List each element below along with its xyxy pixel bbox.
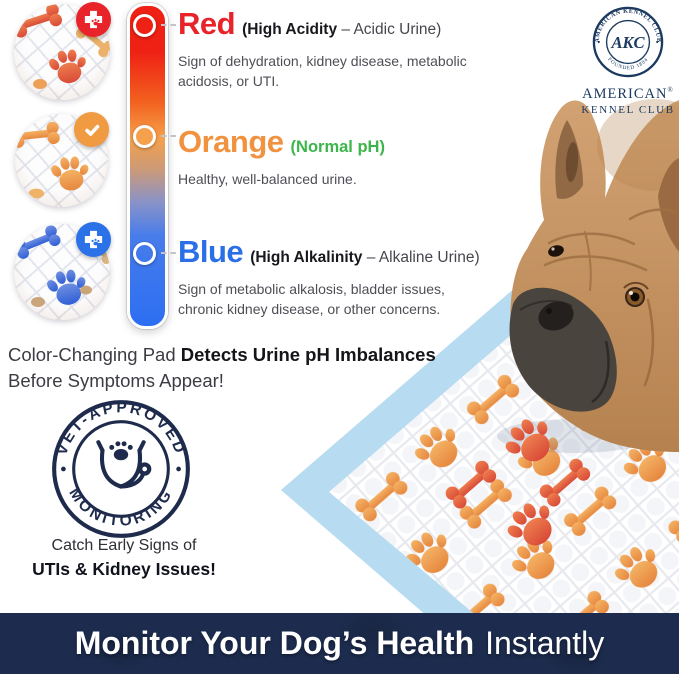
callout-bold: Detects Urine pH Imbalances bbox=[180, 344, 436, 365]
blue-heading: Blue (High Alkalinity – Alkaline Urine) bbox=[178, 234, 480, 270]
blue-qualifier-bold: (High Alkalinity bbox=[250, 249, 363, 266]
registered-mark: ® bbox=[667, 86, 674, 95]
akc-name-line2: KENNEL CLUB bbox=[581, 104, 675, 116]
akc-name-line1: AMERICAN® bbox=[582, 86, 674, 102]
vet-approved-badge: VET-APPROVED MONITORING bbox=[49, 397, 193, 541]
ph-marker-blue bbox=[133, 242, 156, 265]
pad-swatch-blue bbox=[14, 222, 111, 320]
banner-regular-text: Instantly bbox=[485, 625, 605, 661]
akc-seal-icon: AMERICAN KENNEL CLUB FOUNDED 1884 AKC bbox=[592, 6, 664, 78]
orange-heading: Orange (Normal pH) bbox=[178, 124, 385, 160]
ph-marker-orange bbox=[133, 125, 156, 148]
callout-text: Color-Changing Pad Detects Urine pH Imba… bbox=[8, 342, 438, 395]
orange-label: Orange bbox=[178, 124, 284, 159]
catch-early-text: Catch Early Signs of UTIs & Kidney Issue… bbox=[2, 535, 246, 582]
catch-line1: Catch Early Signs of bbox=[51, 537, 197, 554]
akc-logo: AMERICAN KENNEL CLUB FOUNDED 1884 AKC AM… bbox=[577, 5, 679, 116]
blue-paw-bone-art bbox=[14, 224, 110, 310]
banner-bold-text: Monitor Your Dog’s Health bbox=[74, 625, 475, 661]
red-qualifier-bold: (High Acidity bbox=[242, 21, 338, 38]
pad-swatch-orange bbox=[15, 112, 109, 207]
medical-cross-paw-icon bbox=[76, 222, 111, 257]
red-paw-bone-art bbox=[14, 4, 110, 89]
medical-cross-paw-icon bbox=[76, 2, 111, 37]
blue-label: Blue bbox=[178, 234, 244, 269]
connector-line bbox=[161, 135, 176, 137]
blue-qualifier: – Alkaline Urine) bbox=[362, 249, 480, 266]
red-heading: Red (High Acidity – Acidic Urine) bbox=[178, 6, 441, 42]
checkmark-icon bbox=[74, 112, 109, 147]
red-qualifier: – Acidic Urine) bbox=[337, 21, 442, 38]
orange-qualifier-bold: (Normal pH) bbox=[290, 138, 385, 156]
callout-line1: Color-Changing Pad Detects Urine pH Imba… bbox=[8, 344, 436, 365]
pad-swatch-red bbox=[14, 2, 111, 100]
orange-paw-bone-art bbox=[15, 121, 94, 199]
stethoscope-paw-icon: VET-APPROVED MONITORING bbox=[52, 399, 190, 538]
blue-description: Sign of metabolic alkalosis, bladder iss… bbox=[178, 281, 445, 317]
red-description: Sign of dehydration, kidney disease, met… bbox=[178, 53, 467, 89]
bottom-banner: Monitor Your Dog’s Health Instantly bbox=[0, 613, 679, 674]
red-label: Red bbox=[178, 6, 236, 41]
orange-description: Healthy, well-balanced urine. bbox=[178, 171, 357, 187]
connector-line bbox=[161, 252, 176, 254]
ph-gradient-bar bbox=[127, 3, 168, 329]
connector-line bbox=[161, 24, 176, 26]
ph-marker-red bbox=[133, 14, 156, 37]
pad-swatch-blue-face bbox=[14, 224, 110, 320]
pad-swatch-red-face bbox=[14, 4, 110, 100]
catch-line2: UTIs & Kidney Issues! bbox=[32, 559, 216, 580]
akc-monogram: AKC bbox=[610, 33, 645, 52]
callout-line2: Before Symptoms Appear! bbox=[8, 370, 224, 392]
